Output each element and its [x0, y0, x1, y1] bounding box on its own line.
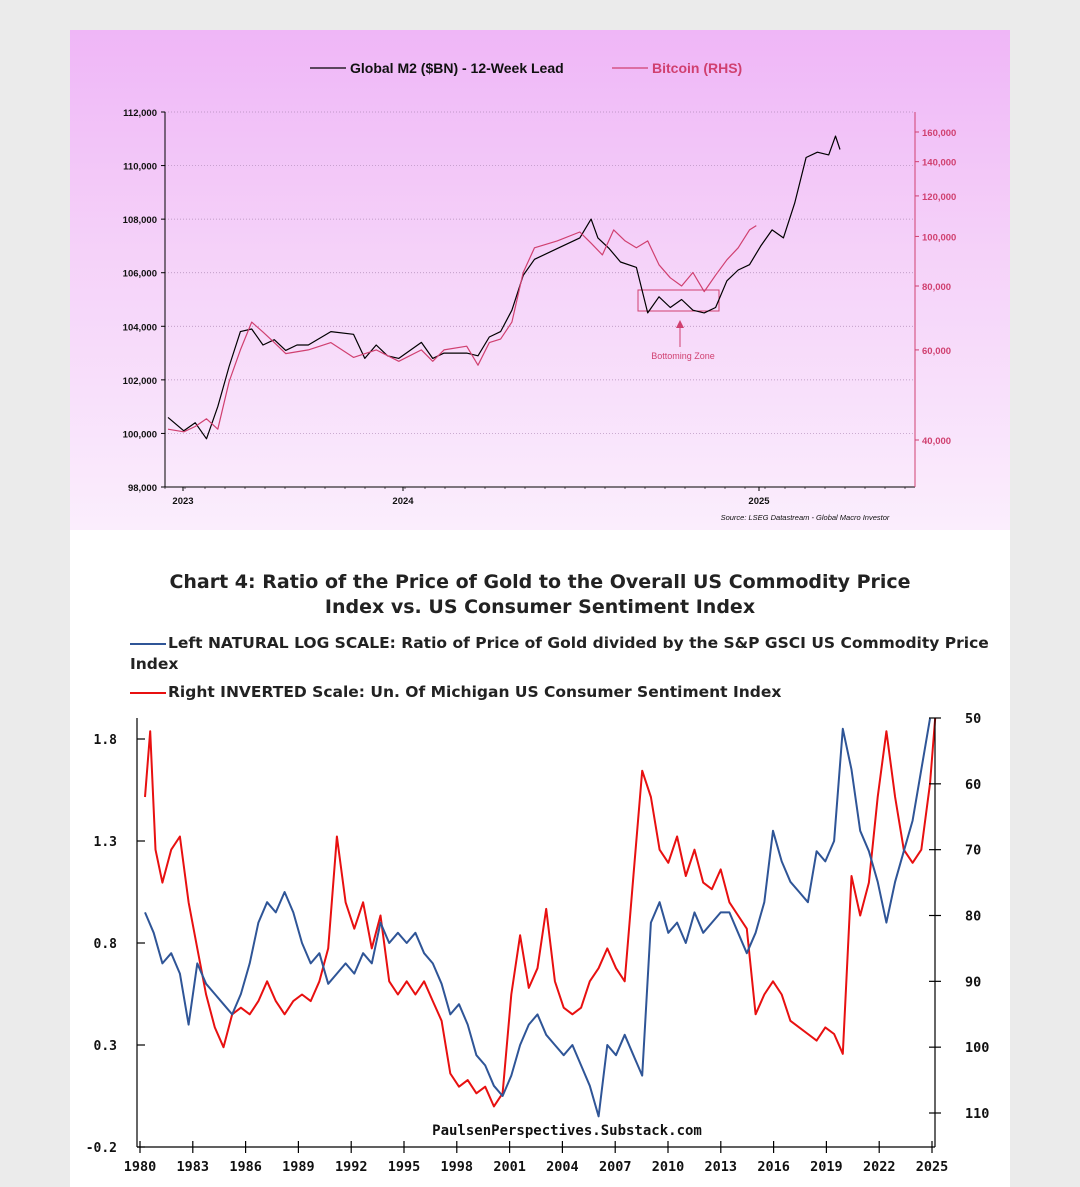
tick-label-left: 106,000	[123, 269, 157, 280]
chart1-svg: Global M2 ($BN) - 12-Week Lead Bitcoin (R…	[123, 60, 957, 522]
tick-label-left: 112,000	[123, 108, 157, 119]
legend-btc: Bitcoin (RHS)	[652, 60, 742, 76]
tick-label-x: 2022	[863, 1159, 896, 1175]
tick-label-right: 160,000	[922, 128, 956, 139]
tick-label-x: 1998	[441, 1159, 474, 1175]
tick-label-right: 100	[965, 1040, 989, 1056]
chart1-panel	[70, 30, 1010, 530]
chart2-legend-left: Left NATURAL LOG SCALE: Ratio of Price o…	[130, 633, 1010, 675]
tick-label-x: 1992	[335, 1159, 368, 1175]
chart1-labels: Global M2 ($BN) - 12-Week Lead Bitcoin (R…	[123, 60, 957, 522]
tick-label-right: 110	[965, 1106, 989, 1122]
tick-label-x: 2013	[705, 1159, 738, 1175]
chart1-axes	[161, 111, 919, 491]
tick-label-left: 0.3	[94, 1039, 117, 1054]
chart2-axes	[136, 717, 941, 1153]
tick-label-x: 1986	[229, 1159, 262, 1175]
tick-label-left: 98,000	[128, 483, 157, 494]
tick-label-x: 2024	[392, 496, 414, 507]
source-note: Source: LSEG Datastream - Global Macro I…	[721, 513, 890, 522]
tick-label-right: 120,000	[922, 192, 956, 203]
tick-label-left: 1.8	[94, 733, 118, 748]
tick-label-x: 1980	[124, 1159, 157, 1175]
chart2-series	[144, 717, 937, 1118]
tick-label-x: 2025	[916, 1159, 949, 1175]
tick-label-x: 2001	[493, 1159, 526, 1175]
chart2-legend-left-text: Left NATURAL LOG SCALE: Ratio of Price o…	[130, 634, 989, 673]
tick-label-left: -0.2	[86, 1141, 117, 1156]
tick-label-right: 80,000	[922, 282, 951, 293]
tick-label-right: 70	[965, 843, 981, 859]
series-line-m2	[167, 135, 841, 440]
series-line-gold-ratio	[144, 718, 931, 1118]
tick-label-x: 2010	[652, 1159, 685, 1175]
tick-label-x: 2004	[546, 1159, 579, 1175]
tick-label-right: 80	[965, 909, 981, 925]
tick-label-right: 140,000	[922, 158, 956, 169]
tick-label-x: 1989	[282, 1159, 315, 1175]
tick-label-right: 90	[965, 974, 981, 990]
tick-label-right: 60	[965, 777, 981, 793]
tick-label-right: 60,000	[922, 346, 951, 357]
series-line-bitcoin	[167, 225, 757, 433]
tick-label-right: 50	[965, 711, 981, 727]
chart2-title: Chart 4: Ratio of the Price of Gold to t…	[169, 571, 911, 618]
tick-label-x: 1983	[177, 1159, 210, 1175]
tick-label-left: 0.8	[94, 937, 118, 952]
chart2-labels: 1.8 1.3 0.8 0.3 -0.2 50 60 70 80 90 100 110 1980 1983…	[86, 711, 990, 1175]
bottoming-zone-label: Bottoming Zone	[651, 351, 715, 361]
legend-m2: Global M2 ($BN) - 12-Week Lead	[350, 60, 564, 76]
tick-label-x: 2007	[599, 1159, 632, 1175]
tick-label-left: 110,000	[123, 162, 157, 173]
tick-label-right: 100,000	[922, 232, 956, 243]
tick-label-left: 108,000	[123, 215, 157, 226]
tick-label-x: 1995	[388, 1159, 421, 1175]
chart1-series	[167, 135, 841, 440]
watermark: PaulsenPerspectives.Substack.com	[432, 1123, 702, 1139]
legend-swatch-red	[130, 691, 166, 694]
tick-label-x: 2025	[748, 496, 770, 507]
legend-swatch-blue	[130, 642, 166, 645]
tick-label-left: 104,000	[123, 322, 157, 333]
series-line-sentiment	[144, 717, 937, 1108]
tick-label-left: 102,000	[123, 376, 157, 387]
tick-label-left: 100,000	[123, 429, 157, 440]
bottoming-zone-arrowhead	[676, 320, 684, 328]
tick-label-right: 40,000	[922, 436, 951, 447]
tick-label-left: 1.3	[94, 835, 117, 850]
chart2-legend-right-text: Right INVERTED Scale: Un. Of Michigan US…	[168, 683, 782, 701]
chart2-legend-right: Right INVERTED Scale: Un. Of Michigan US…	[130, 682, 1010, 703]
tick-label-x: 2016	[757, 1159, 790, 1175]
tick-label-x: 2019	[810, 1159, 843, 1175]
tick-label-x: 2023	[172, 496, 193, 507]
